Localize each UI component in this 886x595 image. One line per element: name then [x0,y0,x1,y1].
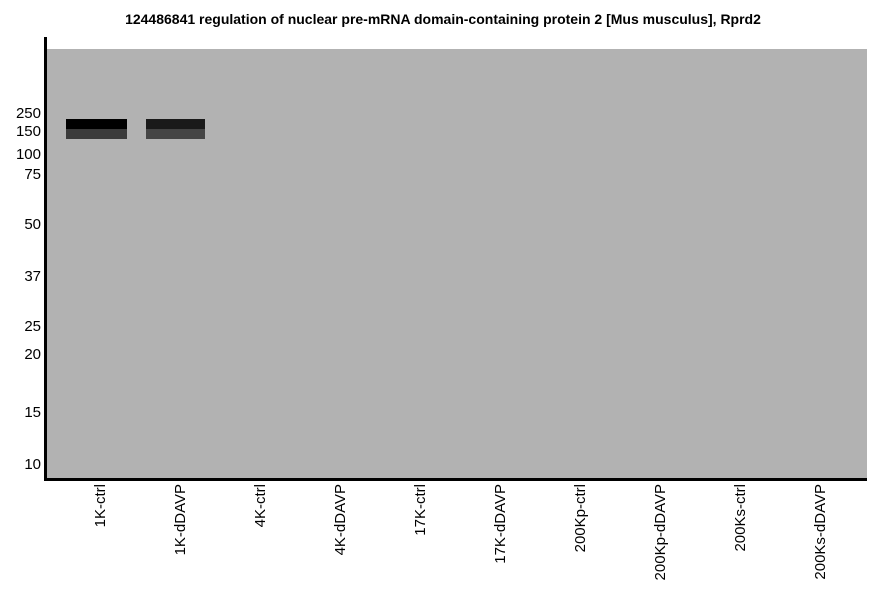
gel-band-segment [146,119,205,129]
gel-band-segment [66,119,127,129]
gel-band-segment [146,129,205,139]
x-axis-lane-label: 17K-dDAVP [492,484,509,564]
x-axis-lane-label: 200Kp-ctrl [572,484,589,553]
x-axis-lane-label: 200Ks-dDAVP [812,484,829,580]
figure-title: 124486841 regulation of nuclear pre-mRNA… [125,11,761,27]
y-axis-tick-label: 25 [24,318,41,335]
x-axis-lane-label: 4K-ctrl [252,484,269,528]
x-axis-lane-label: 200Kp-dDAVP [652,484,669,581]
gel-plot-area [47,49,867,478]
y-axis-tick-label: 20 [24,346,41,363]
x-axis-lane-label: 1K-dDAVP [172,484,189,556]
y-axis-tick-label: 37 [24,268,41,285]
y-axis-tick-label: 10 [24,456,41,473]
y-axis-tick-label: 50 [24,216,41,233]
y-axis-tick-label: 15 [24,404,41,421]
x-axis-lane-label: 17K-ctrl [412,484,429,536]
y-axis-tick-label: 250 [15,105,41,122]
y-axis-tick-label: 150 [15,123,41,140]
y-axis-line [44,37,47,481]
gel-band-segment [66,129,127,139]
x-axis-line [44,478,867,481]
x-axis-lane-label: 200Ks-ctrl [732,484,749,552]
y-axis-tick-label: 100 [15,146,41,163]
x-axis-lane-label: 1K-ctrl [92,484,109,528]
x-axis-lane-label: 4K-dDAVP [332,484,349,556]
y-axis-tick-label: 75 [24,166,41,183]
